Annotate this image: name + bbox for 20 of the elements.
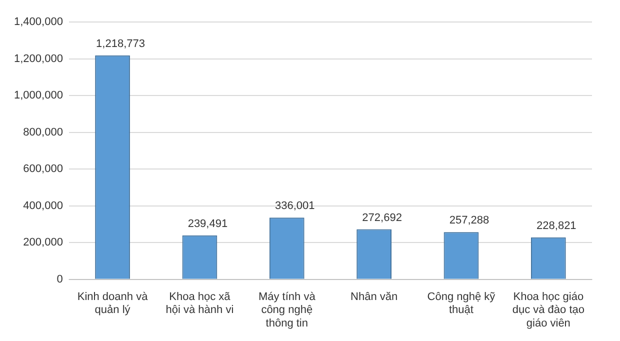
data-label: 1,218,773 [96, 38, 145, 50]
x-tick-label: Khoa học giáo dục và đào tạo giáo viên [512, 291, 584, 330]
x-tick-label: Máy tính và công nghệ thông tin [258, 291, 316, 330]
x-tick-label: Khoa học xã hội và hành vi [166, 291, 234, 316]
x-tick-label: Nhân văn [350, 291, 398, 304]
y-tick-label: 200,000 [23, 236, 63, 249]
y-tick-label: 1,400,000 [14, 16, 63, 28]
y-tick-label: 1,200,000 [14, 52, 63, 65]
data-label: 257,288 [449, 214, 490, 227]
data-label: 239,491 [188, 218, 228, 230]
y-tick-label: 1,000,000 [14, 90, 63, 102]
data-label: 336,001 [274, 200, 315, 212]
x-tick-label: Kinh doanh và quản lý [77, 291, 149, 316]
y-tick-label: 0 [56, 273, 63, 286]
x-tick-label: Công nghệ kỹ thuật [427, 291, 496, 316]
data-label: 228,821 [536, 220, 576, 232]
y-tick-label: 400,000 [23, 200, 63, 212]
y-tick-label: 600,000 [23, 163, 63, 176]
y-tick-label: 800,000 [23, 126, 63, 138]
data-label: 272,692 [362, 212, 402, 224]
